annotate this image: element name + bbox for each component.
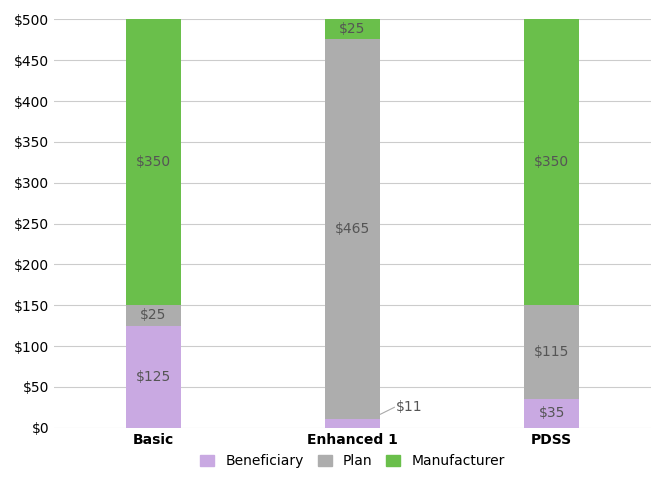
Text: $350: $350: [136, 156, 171, 170]
Text: $350: $350: [534, 156, 569, 170]
Text: $25: $25: [339, 22, 366, 36]
Text: $25: $25: [140, 309, 167, 323]
Bar: [126, 19, 182, 305]
Text: $35: $35: [539, 406, 565, 420]
Bar: [325, 419, 380, 428]
Bar: [126, 326, 182, 428]
Text: $125: $125: [136, 369, 171, 384]
Bar: [524, 305, 579, 399]
Bar: [325, 39, 380, 419]
Legend: Beneficiary, Plan, Manufacturer: Beneficiary, Plan, Manufacturer: [195, 449, 510, 474]
Bar: [524, 399, 579, 428]
Text: $11: $11: [396, 400, 423, 414]
Text: $115: $115: [534, 345, 569, 359]
Text: $465: $465: [335, 222, 370, 236]
Bar: [325, 18, 380, 39]
Bar: [524, 19, 579, 305]
Bar: [126, 305, 182, 326]
